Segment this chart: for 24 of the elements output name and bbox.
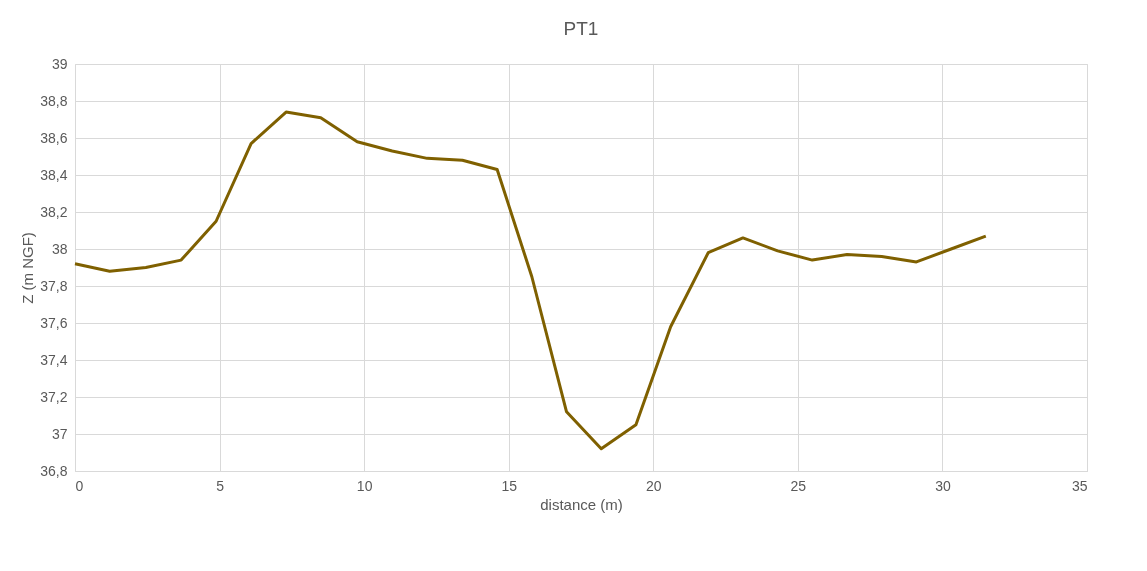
y-tick-label: 36,8 [40,462,68,479]
x-tick-label: 20 [646,477,662,494]
y-tick-label: 37,6 [40,314,68,331]
x-tick-label: 5 [216,477,225,494]
y-tick-label: 38,4 [40,166,68,183]
x-tick-label: 30 [935,477,951,494]
chart-title: PT1 [563,18,599,39]
y-tick-label: 37,4 [40,351,68,368]
x-tick-label: 35 [1071,477,1088,494]
x-axis-title: distance (m) [540,495,623,513]
y-tick-label: 37 [51,425,68,442]
x-tick-label: 25 [790,477,807,494]
y-tick-label: 37,2 [40,388,68,405]
y-tick-label: 37,8 [40,277,68,294]
x-tick-label: 10 [356,477,373,494]
y-axis-title: Z (m NGF) [19,232,37,304]
y-tick-label: 38 [51,240,68,257]
x-tick-label: 15 [501,477,518,494]
y-tick-label: 38,6 [40,129,68,146]
x-tick-label: 0 [75,477,84,494]
y-tick-label: 39 [51,55,68,72]
y-tick-label: 38,8 [40,92,68,109]
y-tick-label: 38,2 [40,203,68,220]
line-series [73,110,988,451]
